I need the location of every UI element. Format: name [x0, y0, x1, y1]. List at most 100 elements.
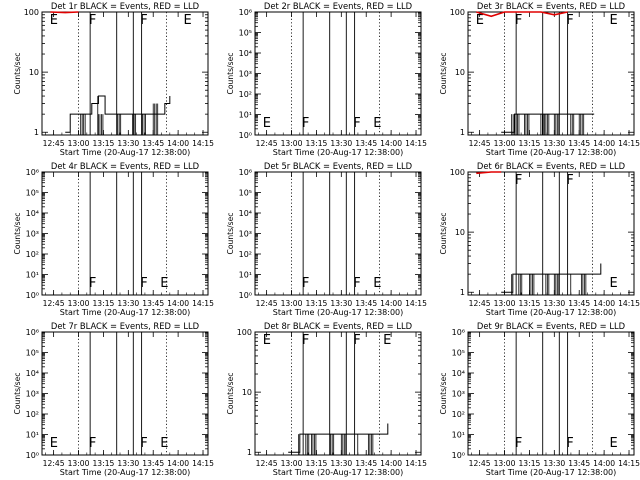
plot-frame: [254, 11, 422, 136]
y-tick-label: 10⁴: [452, 369, 465, 378]
x-axis-label: Start Time (20-Aug-17 12:38:00): [486, 468, 617, 477]
panel-title: Det 4r BLACK = Events, RED = LLD: [51, 161, 199, 171]
y-axis-label: Counts/sec: [13, 213, 22, 255]
plot-frame: [467, 171, 635, 296]
panel-title: Det 5r BLACK = Events, RED = LLD: [264, 161, 412, 171]
y-tick-label: 1: [460, 128, 465, 137]
x-tick-label: 12:45: [469, 139, 491, 148]
y-axis-label: Counts/sec: [439, 373, 448, 415]
y-tick-label: 10¹: [239, 111, 252, 120]
events-series-line: [288, 423, 389, 453]
plot-frame: [41, 331, 209, 456]
flag-marker-e: E: [609, 436, 617, 451]
y-tick-label: 10⁰: [239, 291, 252, 300]
y-tick-label: 1: [247, 448, 252, 457]
x-tick-label: 14:15: [405, 139, 427, 148]
flag-marker-f: F: [140, 276, 147, 291]
x-tick-label: 13:45: [142, 139, 164, 148]
y-tick-label: 10⁵: [239, 29, 252, 38]
y-tick-label: 10²: [239, 250, 252, 259]
plot-frame: [41, 171, 209, 296]
x-axis-label: Start Time (20-Aug-17 12:38:00): [273, 468, 404, 477]
x-tick-label: 13:45: [142, 459, 164, 468]
flag-marker-f: F: [566, 13, 573, 28]
y-tick-label: 10¹: [26, 431, 39, 440]
flag-marker-f: F: [89, 13, 96, 28]
panel-title: Det 2r BLACK = Events, RED = LLD: [264, 1, 412, 11]
panel-8: Det 8r BLACK = Events, RED = LLD 1 10 100 12…: [226, 321, 427, 477]
y-tick-label: 10¹: [26, 271, 39, 280]
y-axis-label: Counts/sec: [13, 53, 22, 95]
flag-marker-f: F: [302, 116, 309, 131]
y-tick-label: 10³: [239, 70, 252, 79]
flag-marker-e: E: [263, 333, 271, 348]
y-tick-label: 10⁰: [452, 451, 465, 460]
x-axis-label: Start Time (20-Aug-17 12:38:00): [273, 308, 404, 317]
y-tick-label: 10¹: [452, 431, 465, 440]
y-tick-label: 10⁰: [26, 451, 39, 460]
x-tick-label: 12:45: [256, 299, 278, 308]
flag-marker-f: F: [515, 173, 522, 188]
flag-marker-e: E: [160, 436, 168, 451]
x-tick-label: 13:15: [518, 299, 540, 308]
x-tick-label: 14:15: [405, 299, 427, 308]
plot-frame: [254, 331, 422, 456]
x-axis-label: Start Time (20-Aug-17 12:38:00): [273, 148, 404, 157]
panel-title: Det 9r BLACK = Events, RED = LLD: [477, 321, 625, 331]
x-axis-label: Start Time (20-Aug-17 12:38:00): [60, 468, 191, 477]
plot-frame: [254, 171, 422, 296]
flag-marker-e: E: [160, 276, 168, 291]
x-tick-label: 13:45: [355, 299, 377, 308]
y-tick-label: 10⁴: [239, 209, 252, 218]
flag-marker-f: F: [89, 436, 96, 451]
y-tick-label: 10²: [26, 410, 39, 419]
x-tick-label: 14:00: [167, 139, 189, 148]
flag-marker-f: F: [140, 436, 147, 451]
y-tick-label: 10: [242, 388, 252, 397]
x-tick-label: 13:45: [568, 139, 590, 148]
flag-marker-e: E: [50, 436, 58, 451]
flag-marker-f: F: [302, 276, 309, 291]
x-tick-label: 14:15: [192, 459, 214, 468]
flag-marker-f: F: [515, 436, 522, 451]
y-tick-label: 1: [460, 288, 465, 297]
y-tick-label: 10⁴: [26, 369, 39, 378]
x-tick-label: 13:15: [305, 459, 327, 468]
x-tick-label: 13:30: [117, 139, 139, 148]
y-tick-label: 10⁶: [452, 328, 465, 337]
y-axis-label: Counts/sec: [226, 53, 235, 95]
x-tick-label: 13:30: [330, 299, 352, 308]
x-tick-label: 12:45: [43, 299, 65, 308]
y-tick-label: 100: [450, 168, 465, 177]
y-tick-label: 100: [237, 328, 252, 337]
flag-marker-f: F: [140, 13, 147, 28]
y-tick-label: 10⁶: [26, 328, 39, 337]
y-tick-label: 10²: [26, 250, 39, 259]
y-axis-label: Counts/sec: [439, 213, 448, 255]
x-tick-label: 13:15: [518, 139, 540, 148]
x-tick-label: 13:00: [494, 299, 516, 308]
x-tick-label: 14:00: [593, 459, 615, 468]
x-tick-label: 12:45: [469, 459, 491, 468]
events-series-line: [65, 95, 171, 133]
x-tick-label: 13:00: [494, 459, 516, 468]
x-tick-label: 13:30: [117, 459, 139, 468]
x-tick-label: 14:00: [380, 139, 402, 148]
flag-marker-e: E: [373, 116, 381, 131]
x-tick-label: 13:00: [68, 299, 90, 308]
x-tick-label: 13:30: [543, 459, 565, 468]
x-tick-label: 12:45: [469, 299, 491, 308]
x-tick-label: 13:15: [92, 299, 114, 308]
panel-9: Det 9r BLACK = Events, RED = LLD 10⁰ 10¹ 10…: [439, 321, 640, 477]
y-tick-label: 1: [34, 128, 39, 137]
y-tick-label: 10: [29, 68, 39, 77]
y-axis-label: Counts/sec: [226, 373, 235, 415]
flag-marker-f: F: [566, 436, 573, 451]
y-tick-label: 10⁴: [239, 49, 252, 58]
y-tick-label: 10³: [452, 390, 465, 399]
y-tick-label: 10⁰: [239, 131, 252, 140]
x-axis-label: Start Time (20-Aug-17 12:38:00): [486, 148, 617, 157]
flag-marker-e: E: [476, 13, 484, 28]
